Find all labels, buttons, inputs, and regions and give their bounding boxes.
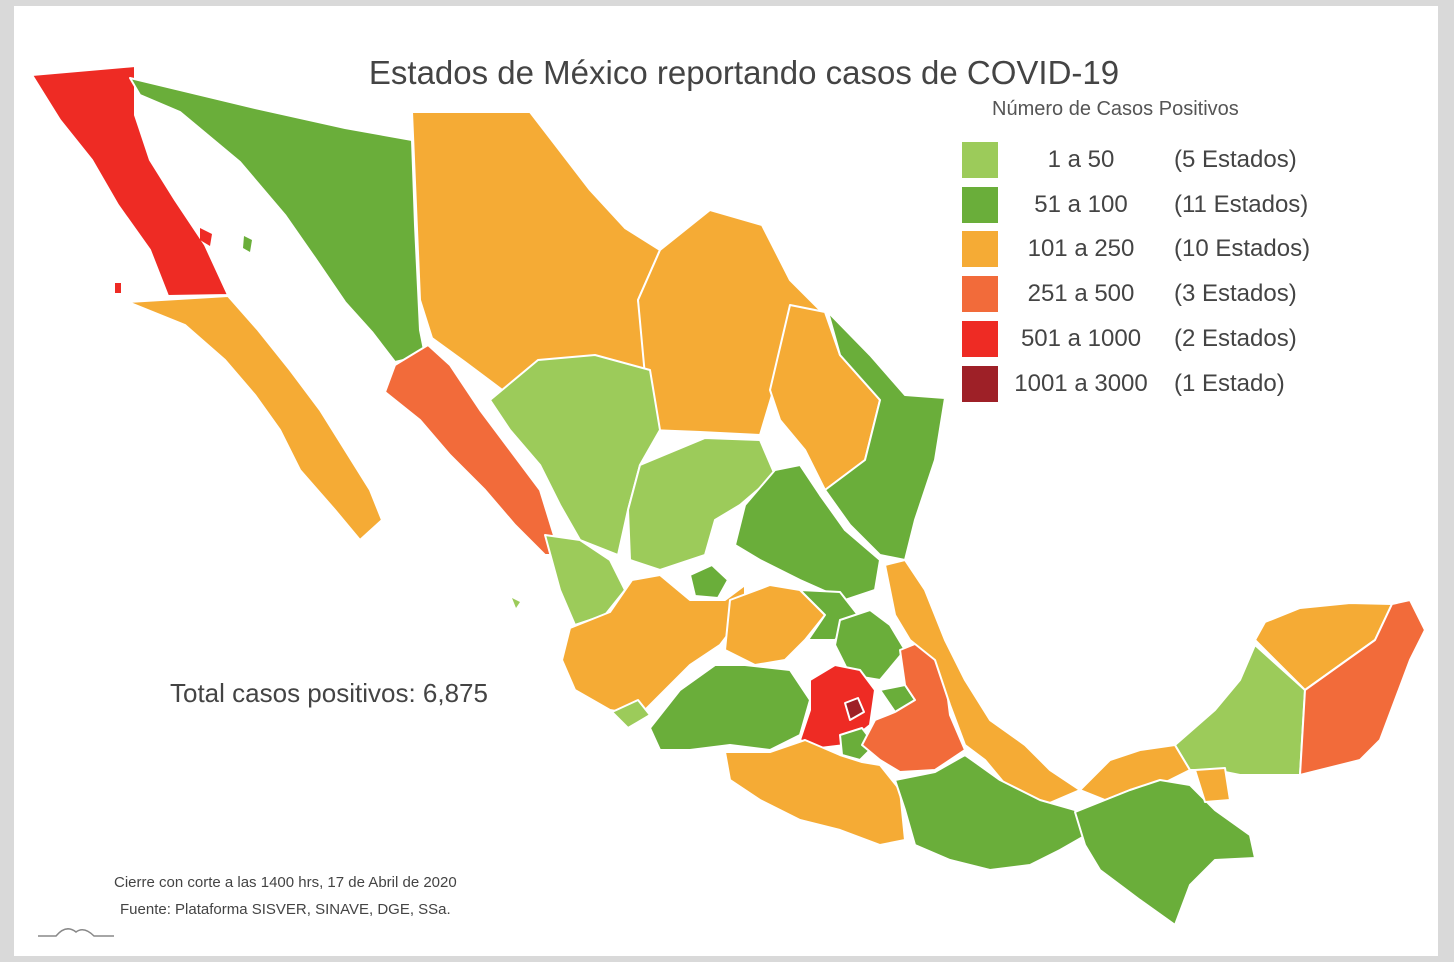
legend-range: 51 a 100 bbox=[1034, 191, 1128, 218]
state-veracruz bbox=[884, 559, 1081, 806]
state-quintana-roo bbox=[1299, 599, 1426, 776]
legend-item-1001-3000: 1001 a 3000 (1 Estado) bbox=[962, 366, 1422, 402]
legend-swatch bbox=[962, 276, 998, 312]
legend-item-251-500: 251 a 500 (3 Estados) bbox=[962, 276, 1422, 312]
legend-item-101-250: 101 a 250 (10 Estados) bbox=[962, 231, 1422, 267]
island-marias bbox=[512, 598, 520, 608]
legend-range: 1 a 50 bbox=[1047, 146, 1115, 173]
state-chiapas bbox=[1074, 779, 1256, 926]
map-title: Estados de México reportando casos de CO… bbox=[368, 54, 1120, 91]
legend-range: 101 a 250 bbox=[1027, 235, 1135, 262]
legend-swatch bbox=[962, 321, 998, 357]
state-chihuahua bbox=[411, 111, 661, 393]
legend-swatch bbox=[962, 366, 998, 402]
state-colima bbox=[611, 699, 651, 729]
legend-swatch bbox=[962, 142, 998, 178]
state-ciudad-de-mexico bbox=[844, 697, 865, 721]
legend-count: (10 Estados) bbox=[1174, 235, 1311, 262]
logo-icon bbox=[38, 928, 114, 937]
legend-swatch bbox=[962, 187, 998, 223]
state-sinaloa bbox=[384, 344, 561, 556]
state-baja-california-sur bbox=[127, 295, 383, 541]
state-oaxaca bbox=[894, 754, 1096, 871]
state-nayarit bbox=[544, 534, 626, 626]
legend-range: 1001 a 3000 bbox=[1014, 370, 1148, 397]
island-tiburon bbox=[243, 236, 252, 252]
legend-count: (5 Estados) bbox=[1174, 146, 1297, 173]
state-tamaulipas bbox=[824, 311, 946, 561]
state-guanajuato bbox=[724, 584, 826, 666]
map-card: Estados de México reportando casos de CO… bbox=[14, 6, 1438, 956]
state-michoacan bbox=[649, 664, 811, 751]
legend-title: Número de Casos Positivos bbox=[992, 98, 1239, 120]
legend-count: (2 Estados) bbox=[1174, 325, 1297, 352]
legend-count: (1 Estado) bbox=[1174, 370, 1285, 397]
legend-range: 501 a 1000 bbox=[1020, 325, 1142, 352]
cutoff-note: Cierre con corte a las 1400 hrs, 17 de A… bbox=[114, 874, 457, 891]
mexico-map bbox=[31, 65, 1426, 926]
state-sonora bbox=[129, 77, 426, 363]
legend-item-501-1000: 501 a 1000 (2 Estados) bbox=[962, 321, 1422, 357]
source-note: Fuente: Plataforma SISVER, SINAVE, DGE, … bbox=[120, 901, 451, 918]
total-cases: Total casos positivos: 6,875 bbox=[170, 678, 488, 708]
state-zacatecas bbox=[627, 437, 776, 571]
state-hidalgo bbox=[834, 609, 906, 681]
island-baja bbox=[115, 283, 121, 293]
legend-count: (3 Estados) bbox=[1174, 280, 1297, 307]
legend-item-51-100: 51 a 100 (11 Estados) bbox=[962, 187, 1422, 223]
legend-swatch bbox=[962, 231, 998, 267]
state-guerrero bbox=[724, 739, 906, 846]
state-aguascalientes bbox=[689, 564, 729, 599]
legend-range: 251 a 500 bbox=[1027, 280, 1135, 307]
state-campeche-south bbox=[1194, 767, 1231, 803]
legend-count: (11 Estados) bbox=[1174, 191, 1309, 218]
legend-item-1-50: 1 a 50 (5 Estados) bbox=[962, 142, 1422, 178]
island-gulf bbox=[200, 228, 212, 246]
state-san-luis-potosi bbox=[734, 464, 881, 601]
